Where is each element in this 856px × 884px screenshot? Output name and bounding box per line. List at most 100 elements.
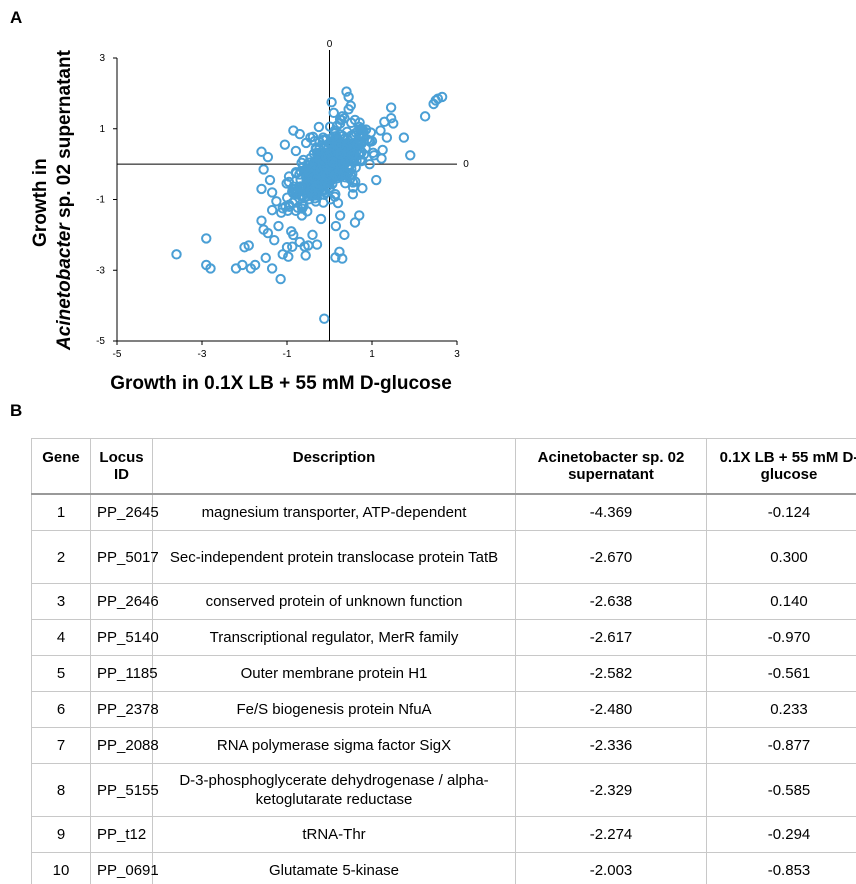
table-row: 9 PP_t12 tRNA-Thr -2.274 -0.294: [31, 816, 856, 853]
cell-locus-id: PP_5017: [90, 530, 159, 584]
y-tick-label: -1: [96, 195, 105, 206]
data-point: [317, 132, 329, 143]
cell-acinetobacter: -2.617: [515, 619, 707, 656]
data-point: [311, 180, 323, 191]
data-point: [296, 210, 308, 221]
cell-gene: 8: [31, 763, 91, 817]
cell-description: tRNA-Thr: [152, 816, 516, 853]
cell-acinetobacter: -2.329: [515, 763, 707, 817]
data-point: [319, 313, 330, 324]
y-axis-title: Growth in Acinetobacter sp. 02 supernata…: [30, 49, 75, 351]
data-point: [292, 202, 303, 213]
data-point: [366, 135, 378, 147]
data-point: [249, 259, 261, 271]
data-point: [377, 144, 388, 156]
data-point: [343, 91, 354, 103]
data-point: [282, 205, 293, 216]
cell-description: Glutamate 5-kinase: [152, 852, 516, 884]
y-axis-title-genus: Acinetobacter: [54, 222, 75, 351]
data-point: [355, 156, 367, 167]
data-point: [305, 186, 317, 197]
data-point: [337, 111, 348, 122]
data-point: [281, 242, 293, 253]
data-point: [340, 172, 351, 183]
header-description: Description: [152, 438, 516, 495]
data-point: [275, 273, 286, 285]
data-point: [327, 156, 338, 168]
panel-label-a: A: [10, 8, 23, 27]
data-point: [341, 86, 352, 97]
cell-locus-id: PP_2646: [90, 583, 159, 620]
cell-gene: 1: [31, 493, 91, 531]
data-point: [354, 149, 366, 161]
data-point: [334, 246, 345, 258]
data-point: [311, 142, 322, 153]
x-tick-label: -1: [283, 349, 292, 360]
data-point: [295, 181, 306, 192]
data-point: [419, 111, 431, 122]
header-acinetobacter: Acinetobacter sp. 02 supernatant: [515, 438, 707, 495]
cell-description: Transcriptional regulator, MerR family: [152, 619, 516, 656]
data-point: [345, 170, 356, 181]
cell-acinetobacter: -2.336: [515, 727, 707, 764]
cell-lb-glucose: -0.294: [706, 816, 856, 853]
data-point: [385, 112, 397, 124]
x-zero-label: 0: [327, 39, 333, 50]
data-point: [307, 229, 318, 241]
y-tick-label: 1: [99, 124, 105, 135]
y-tick-label: -3: [96, 265, 105, 276]
data-point: [171, 249, 182, 260]
data-point: [347, 182, 359, 193]
table-row: 2 PP_5017 Sec-independent protein transloc…: [31, 530, 856, 584]
header-lb-glucose: 0.1X LB + 55 mM D-glucose: [706, 438, 856, 495]
data-point: [339, 112, 350, 124]
table-row: 7 PP_2088 RNA polymerase sigma factor SigX…: [31, 727, 856, 764]
cell-description: Fe/S biogenesis protein NfuA: [152, 691, 516, 728]
data-point: [256, 215, 267, 226]
data-point: [398, 132, 410, 143]
cell-acinetobacter: -4.369: [515, 493, 707, 531]
data-point: [264, 174, 276, 186]
data-point: [266, 187, 278, 198]
table-row: 1 PP_2645 magnesium transporter, ATP-depen…: [31, 493, 856, 531]
data-point: [290, 188, 301, 200]
data-point: [327, 131, 339, 142]
cell-locus-id: PP_5155: [90, 763, 159, 817]
table-header-row: Gene Locus ID Description Acinetobacter …: [31, 438, 856, 495]
cell-lb-glucose: -0.561: [706, 655, 856, 692]
y-tick-label: 3: [99, 53, 105, 64]
data-point: [262, 227, 274, 239]
cell-locus-id: PP_t12: [90, 816, 153, 853]
cell-lb-glucose: -0.124: [706, 493, 856, 531]
cell-acinetobacter: -2.670: [515, 530, 707, 584]
cell-lb-glucose: 0.140: [706, 583, 856, 620]
data-point: [335, 149, 346, 160]
cell-acinetobacter: -2.274: [515, 816, 707, 853]
data-point: [315, 213, 327, 225]
data-point: [368, 150, 380, 161]
data-point: [303, 240, 314, 251]
cell-description: magnesium transporter, ATP-dependent: [152, 493, 516, 531]
cell-gene: 6: [31, 691, 91, 728]
data-point: [328, 107, 339, 119]
cell-acinetobacter: -2.638: [515, 583, 707, 620]
data-point: [360, 143, 371, 154]
header-locus-id: Locus ID: [90, 438, 153, 495]
cell-locus-id: PP_0691: [90, 852, 159, 884]
x-tick-label: 3: [454, 349, 460, 360]
data-point: [334, 139, 345, 150]
data-point: [258, 164, 269, 175]
data-point: [237, 259, 248, 271]
data-point: [381, 132, 393, 143]
data-point: [371, 174, 382, 186]
cell-gene: 3: [31, 583, 91, 620]
gene-table-container: Gene Locus ID Description Acinetobacter …: [31, 438, 856, 884]
x-tick-label: -3: [198, 349, 207, 360]
header-gene: Gene: [31, 438, 91, 495]
cell-lb-glucose: 0.233: [706, 691, 856, 728]
data-point: [286, 226, 297, 237]
data-point: [330, 169, 341, 181]
data-point: [405, 150, 416, 161]
cell-locus-id: PP_1185: [90, 655, 158, 692]
data-point: [205, 263, 216, 274]
